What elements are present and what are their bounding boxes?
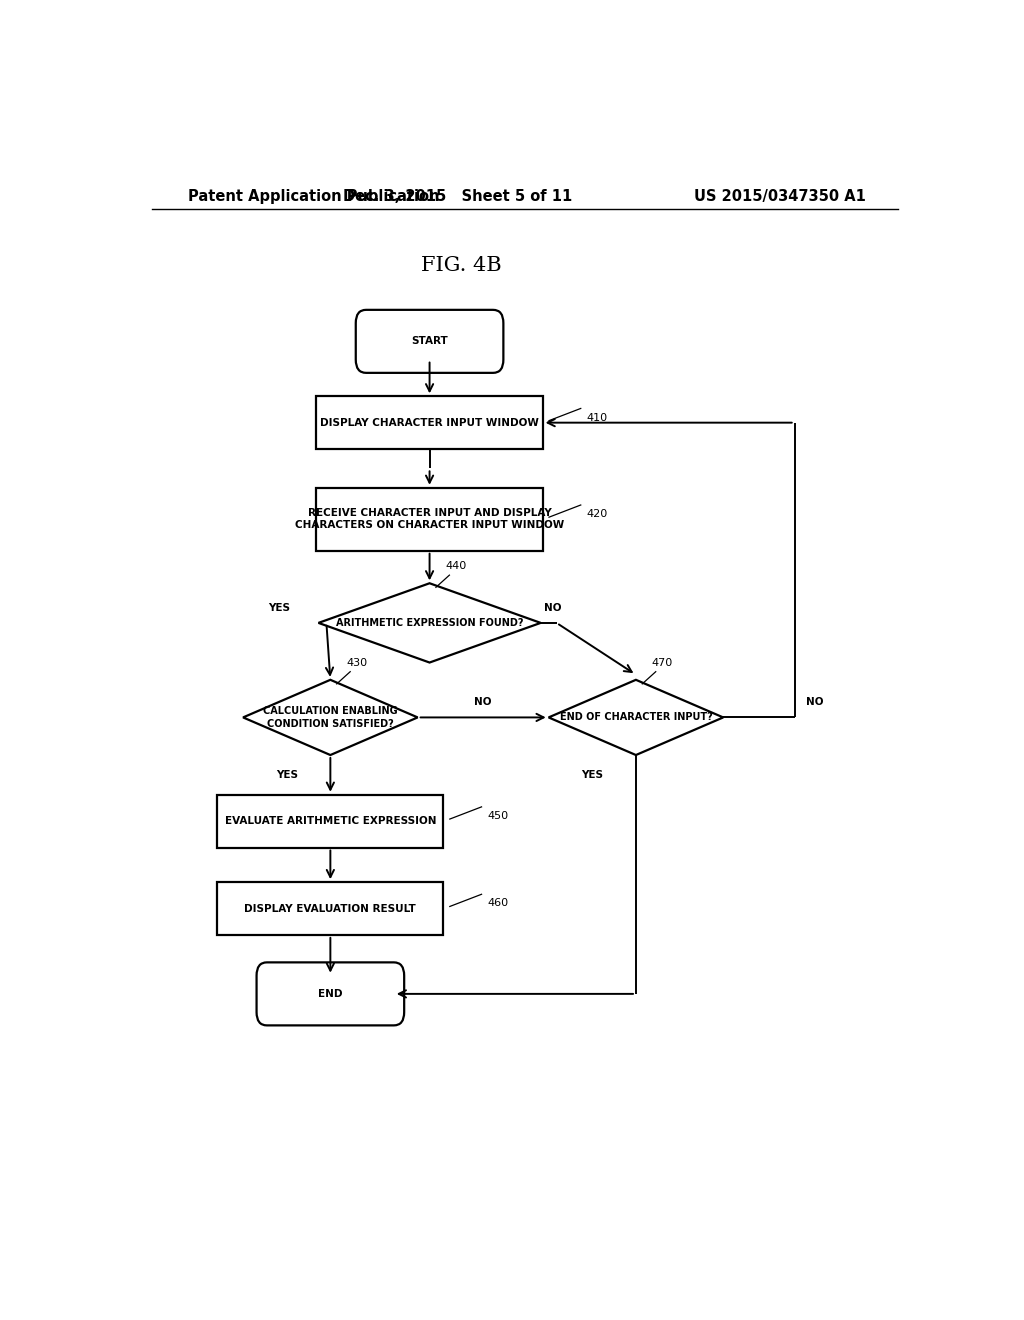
Text: EVALUATE ARITHMETIC EXPRESSION: EVALUATE ARITHMETIC EXPRESSION <box>224 816 436 826</box>
Text: RECEIVE CHARACTER INPUT AND DISPLAY
CHARACTERS ON CHARACTER INPUT WINDOW: RECEIVE CHARACTER INPUT AND DISPLAY CHAR… <box>295 508 564 531</box>
FancyBboxPatch shape <box>257 962 404 1026</box>
Text: CALCULATION ENABLING
CONDITION SATISFIED?: CALCULATION ENABLING CONDITION SATISFIED… <box>263 706 397 729</box>
Text: START: START <box>412 337 447 346</box>
Text: FIG. 4B: FIG. 4B <box>421 256 502 275</box>
Text: YES: YES <box>582 771 603 780</box>
Polygon shape <box>243 680 418 755</box>
Text: YES: YES <box>275 771 298 780</box>
Text: 410: 410 <box>587 413 607 422</box>
FancyBboxPatch shape <box>355 310 504 372</box>
Text: END: END <box>318 989 343 999</box>
Text: Patent Application Publication: Patent Application Publication <box>187 189 439 203</box>
Text: 460: 460 <box>487 899 508 908</box>
Text: NO: NO <box>544 603 561 612</box>
FancyBboxPatch shape <box>217 795 443 847</box>
Text: YES: YES <box>268 603 290 612</box>
FancyBboxPatch shape <box>316 487 543 550</box>
Polygon shape <box>318 583 541 663</box>
Text: END OF CHARACTER INPUT?: END OF CHARACTER INPUT? <box>559 713 713 722</box>
Text: ARITHMETIC EXPRESSION FOUND?: ARITHMETIC EXPRESSION FOUND? <box>336 618 523 628</box>
Text: 440: 440 <box>445 561 467 572</box>
Text: 430: 430 <box>346 657 368 668</box>
Text: DISPLAY EVALUATION RESULT: DISPLAY EVALUATION RESULT <box>245 903 416 913</box>
Text: DISPLAY CHARACTER INPUT WINDOW: DISPLAY CHARACTER INPUT WINDOW <box>321 417 539 428</box>
Text: 420: 420 <box>587 510 607 519</box>
Polygon shape <box>549 680 723 755</box>
FancyBboxPatch shape <box>217 882 443 935</box>
Text: NO: NO <box>806 697 823 708</box>
Text: 450: 450 <box>487 810 508 821</box>
Text: NO: NO <box>474 697 492 708</box>
Text: US 2015/0347350 A1: US 2015/0347350 A1 <box>694 189 866 203</box>
Text: 470: 470 <box>652 657 673 668</box>
FancyBboxPatch shape <box>316 396 543 449</box>
Text: Dec. 3, 2015   Sheet 5 of 11: Dec. 3, 2015 Sheet 5 of 11 <box>343 189 572 203</box>
